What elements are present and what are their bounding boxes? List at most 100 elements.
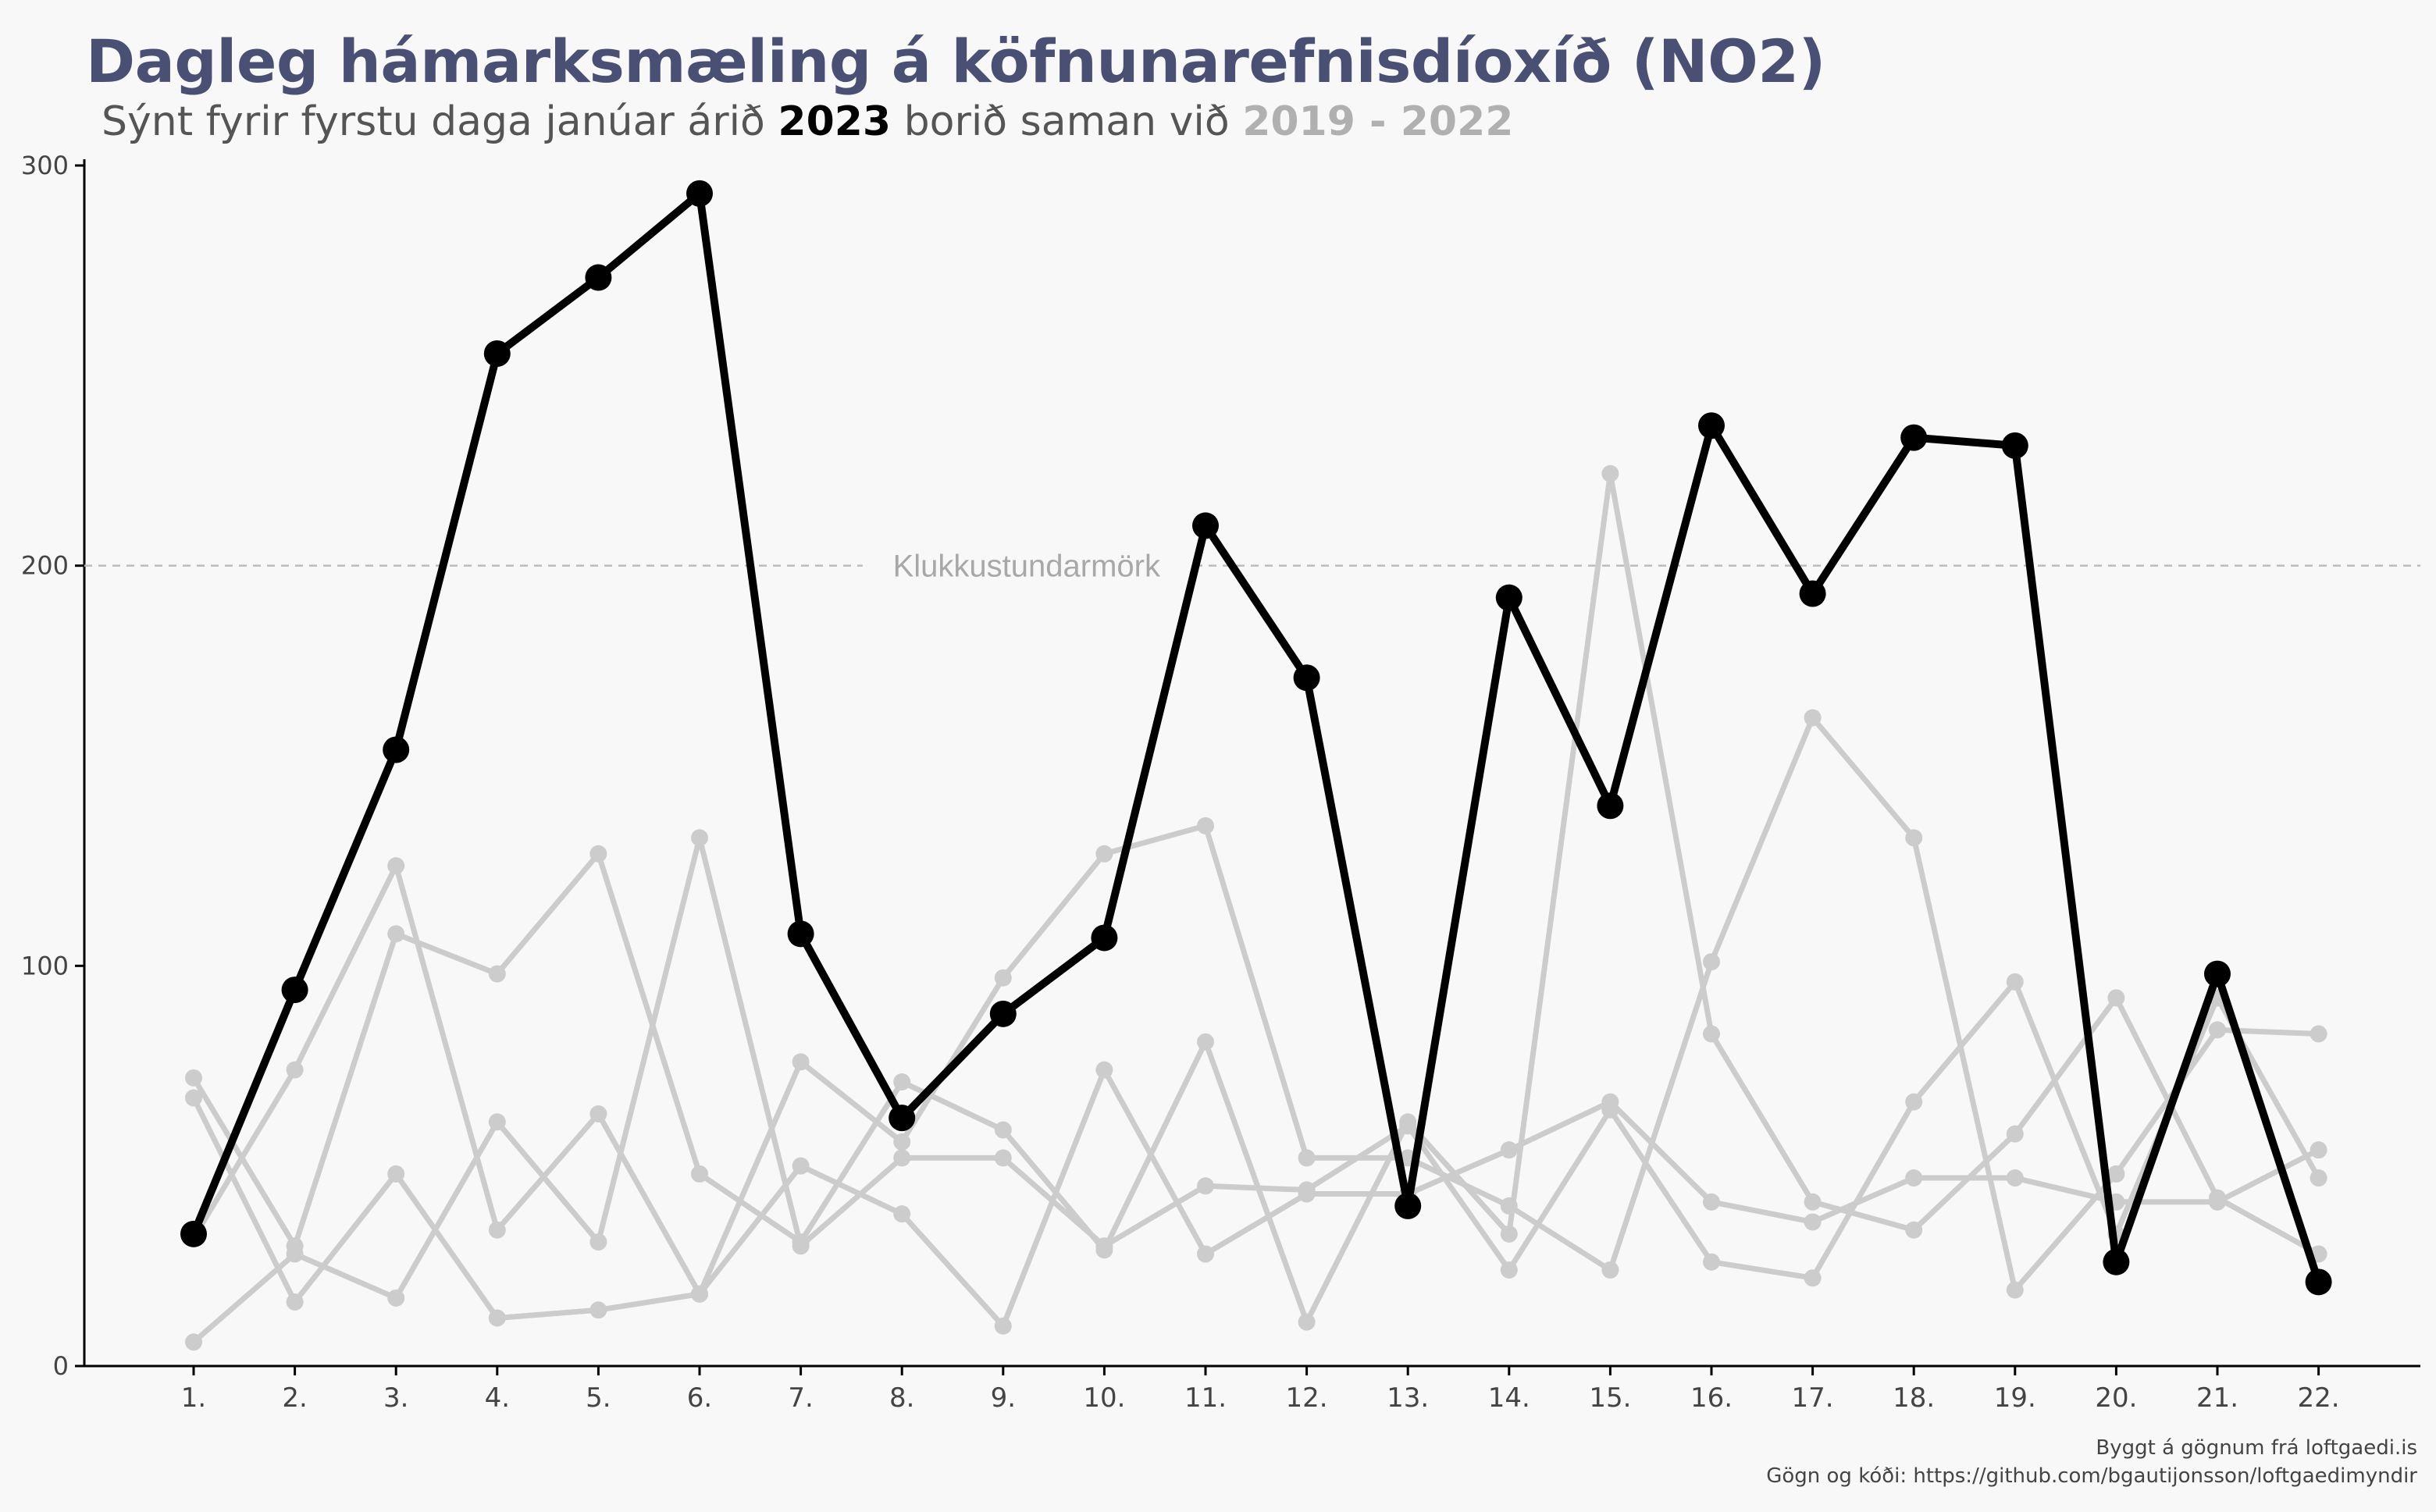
data-point-comparison xyxy=(589,845,607,863)
data-point-comparison xyxy=(893,1133,911,1151)
data-point-comparison xyxy=(286,1293,304,1311)
x-tick-label: 5. xyxy=(586,1382,611,1414)
data-point-comparison xyxy=(691,1165,708,1183)
data-point-comparison xyxy=(1804,1269,1822,1287)
data-point-2023 xyxy=(989,1000,1017,1027)
y-tick-label: 300 xyxy=(21,151,69,180)
data-point-comparison xyxy=(994,1149,1012,1167)
data-point-comparison xyxy=(488,1113,506,1131)
data-point-comparison xyxy=(1500,1225,1518,1243)
data-point-2023 xyxy=(281,977,308,1004)
data-point-2023 xyxy=(2305,1268,2332,1296)
data-point-comparison xyxy=(1197,1177,1214,1195)
data-point-2023 xyxy=(787,920,814,948)
data-point-comparison xyxy=(1399,1117,1417,1135)
caption-code: Gögn og kóði: https://github.com/bgautij… xyxy=(1766,1464,2417,1488)
data-point-2023 xyxy=(1192,512,1219,539)
series-line-comparison xyxy=(191,471,2322,1325)
x-tick-label: 15. xyxy=(1589,1382,1631,1414)
data-point-2023 xyxy=(686,180,713,207)
data-point-2023 xyxy=(1597,792,1624,820)
data-point-comparison xyxy=(2310,1025,2327,1043)
data-point-2023 xyxy=(1394,1192,1422,1219)
data-point-comparison xyxy=(1601,1261,1619,1279)
data-point-comparison xyxy=(1703,953,1720,971)
data-point-comparison xyxy=(1905,829,1923,847)
data-point-comparison xyxy=(185,1069,202,1087)
data-point-comparison xyxy=(1804,709,1822,727)
data-point-comparison xyxy=(1095,845,1113,863)
x-tick-label: 20. xyxy=(2095,1382,2137,1414)
data-point-2023 xyxy=(889,1105,916,1132)
data-point-2023 xyxy=(1698,412,1725,439)
series-line-comparison xyxy=(191,834,2322,1345)
x-tick-label: 10. xyxy=(1083,1382,1125,1414)
subtitle-middle: borið saman við xyxy=(891,98,1243,145)
data-point-comparison xyxy=(1905,1093,1923,1111)
data-point-comparison xyxy=(286,1061,304,1079)
data-point-comparison xyxy=(2006,973,2024,991)
data-point-2023 xyxy=(483,340,511,367)
series-line-comparison xyxy=(191,714,2322,1297)
data-point-comparison xyxy=(893,1149,911,1167)
data-point-comparison xyxy=(893,1073,911,1091)
data-point-comparison xyxy=(994,1121,1012,1139)
data-point-comparison xyxy=(387,857,405,875)
data-point-comparison xyxy=(792,1157,810,1175)
y-tick-label: 0 xyxy=(53,1351,69,1381)
threshold-label: Klukkustundarmörk xyxy=(893,550,1161,584)
data-point-comparison xyxy=(1601,1101,1619,1119)
x-tick-label: 7. xyxy=(788,1382,813,1414)
data-point-comparison xyxy=(185,1089,202,1107)
data-point-comparison xyxy=(994,1317,1012,1335)
data-point-comparison xyxy=(994,969,1012,987)
data-point-comparison xyxy=(387,925,405,943)
data-point-comparison xyxy=(1197,1245,1214,1263)
subtitle-highlight-year: 2023 xyxy=(778,98,892,145)
data-point-2023 xyxy=(180,1220,207,1247)
data-point-2023 xyxy=(2103,1248,2130,1275)
data-point-comparison xyxy=(1197,816,1214,834)
data-point-2023 xyxy=(1495,584,1522,611)
data-point-comparison xyxy=(185,1333,202,1351)
data-point-comparison xyxy=(1197,1033,1214,1051)
data-point-comparison xyxy=(1703,1025,1720,1043)
series-line-2023 xyxy=(190,189,2323,1286)
data-point-2023 xyxy=(2204,960,2231,987)
data-point-comparison xyxy=(2107,1165,2125,1183)
data-point-comparison xyxy=(1095,1061,1113,1079)
data-point-2023 xyxy=(383,736,410,763)
data-point-comparison xyxy=(2006,1169,2024,1187)
x-tick-label: 18. xyxy=(1893,1382,1935,1414)
data-point-comparison xyxy=(589,1105,607,1123)
y-tick-label: 200 xyxy=(21,551,69,581)
data-point-2023 xyxy=(585,264,612,291)
series-line-comparison xyxy=(191,1067,2322,1329)
data-point-comparison xyxy=(1905,1221,1923,1239)
chart-subtitle: Sýnt fyrir fyrstu daga janúar árið 2023 … xyxy=(102,98,1513,145)
x-tick-label: 6. xyxy=(687,1382,712,1414)
x-tick-label: 11. xyxy=(1184,1382,1227,1414)
data-point-comparison xyxy=(1298,1181,1316,1199)
data-point-2023 xyxy=(1900,424,1928,451)
data-point-comparison xyxy=(1095,1237,1113,1255)
chart-title: Dagleg hámarksmæling á köfnunarefnisdíox… xyxy=(86,27,1825,96)
x-tick-label: 8. xyxy=(889,1382,914,1414)
subtitle-prefix: Sýnt fyrir fyrstu daga janúar árið xyxy=(102,98,778,145)
x-tick-label: 14. xyxy=(1488,1382,1530,1414)
data-point-comparison xyxy=(893,1205,911,1223)
data-point-2023 xyxy=(1799,580,1826,607)
data-point-comparison xyxy=(2209,1021,2226,1039)
caption-source: Byggt á gögnum frá loftgaedi.is xyxy=(2096,1436,2417,1460)
data-point-comparison xyxy=(2107,989,2125,1007)
data-point-comparison xyxy=(488,965,506,983)
data-point-comparison xyxy=(286,1245,304,1263)
data-point-comparison xyxy=(1804,1213,1822,1231)
data-point-comparison xyxy=(1703,1193,1720,1211)
x-tick-label: 16. xyxy=(1690,1382,1733,1414)
data-point-comparison xyxy=(2209,1193,2226,1211)
data-point-comparison xyxy=(2006,1281,2024,1299)
data-point-comparison xyxy=(589,1301,607,1319)
data-point-2023 xyxy=(1091,924,1118,952)
